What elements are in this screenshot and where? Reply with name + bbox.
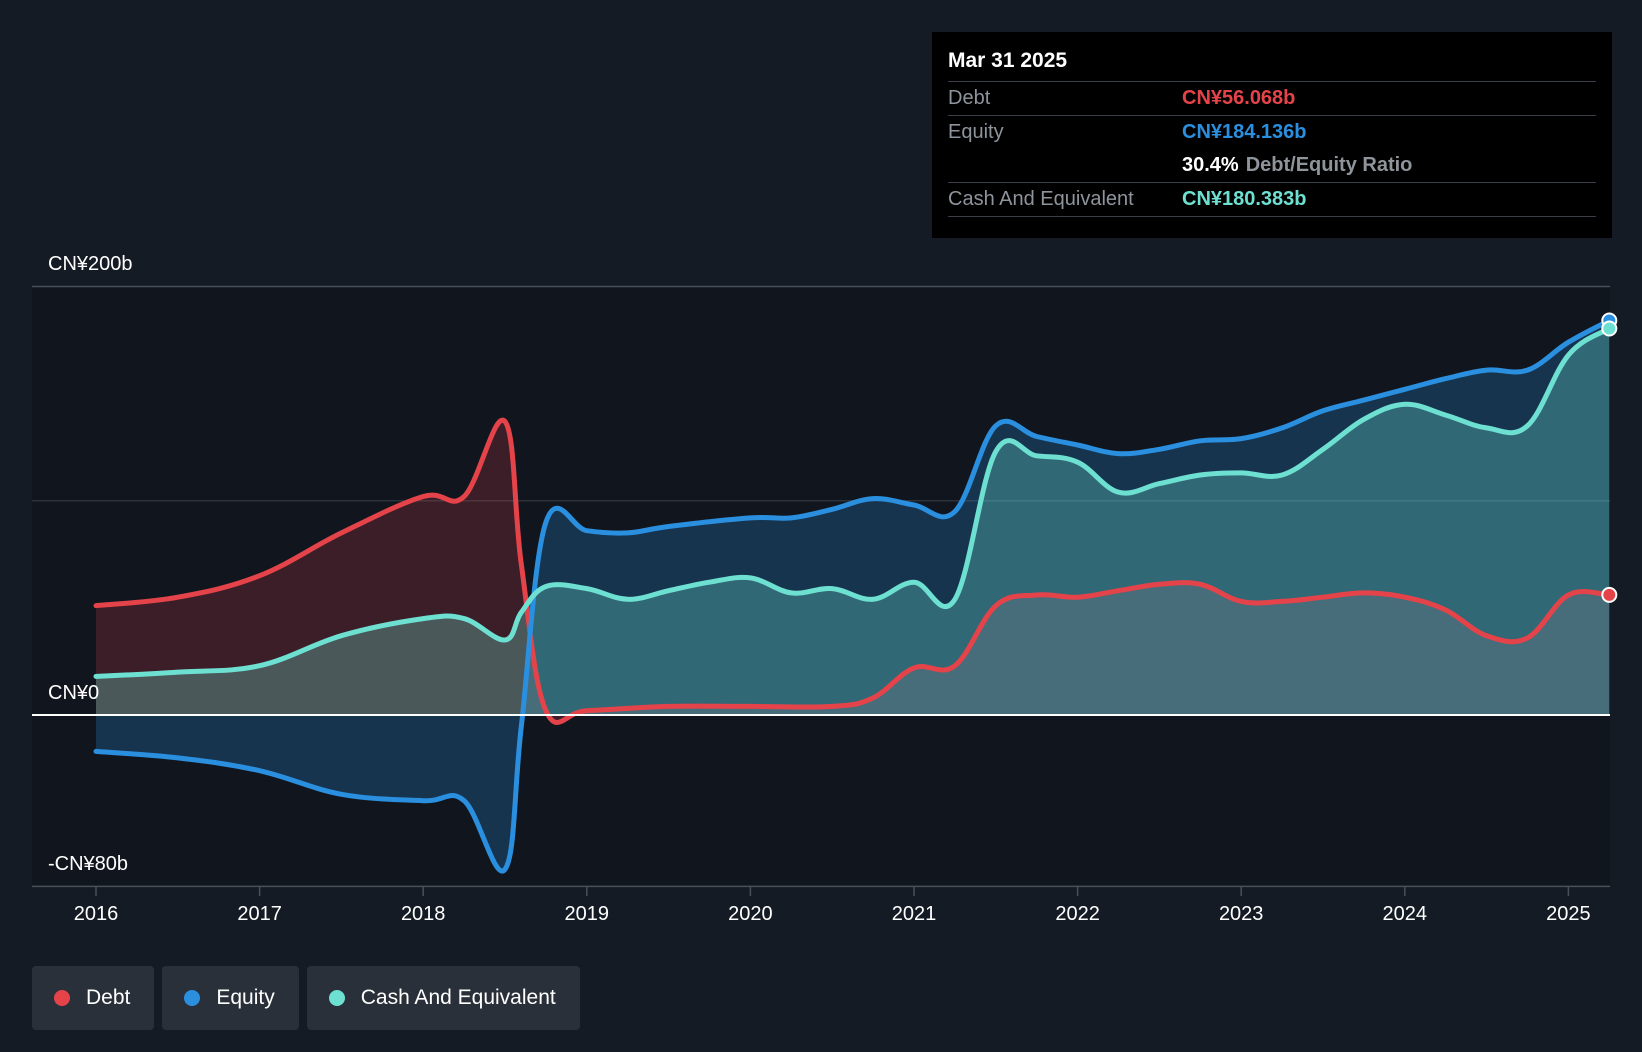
area-cash-and-equivalent	[96, 328, 1610, 715]
y-tick-label-bottom: -CN¥80b	[48, 853, 128, 875]
legend-label-debt: Debt	[86, 986, 131, 1009]
x-tick-label-2023: 2023	[1219, 903, 1264, 925]
y-tick-label-zero: CN¥0	[48, 682, 99, 704]
tooltip-ratio-label: Debt/Equity Ratio	[1245, 154, 1413, 176]
tooltip-key-cash: Cash And Equivalent	[948, 188, 1134, 210]
legend-dot-cash-icon	[328, 990, 345, 1006]
tooltip-key-debt: Debt	[948, 87, 991, 109]
end-point-debt	[1601, 586, 1618, 603]
tooltip-ratio-value: 30.4%	[1182, 154, 1239, 176]
legend-dot-equity-icon	[184, 990, 201, 1006]
y-tick-label-top: CN¥200b	[48, 253, 133, 275]
series-lines	[93, 318, 1612, 874]
legend-label-equity: Equity	[216, 986, 275, 1009]
x-tick-label-2016: 2016	[74, 903, 119, 925]
tooltip-value-debt: CN¥56.068b	[1182, 87, 1296, 109]
x-tick-label-2025: 2025	[1546, 903, 1591, 925]
legend-item-equity[interactable]: Equity	[162, 966, 299, 1030]
tooltip-row-cash: Cash And Equivalent CN¥180.383b	[948, 182, 1596, 217]
x-tick-label-2024: 2024	[1383, 903, 1428, 925]
legend-item-cash[interactable]: Cash And Equivalent	[306, 966, 580, 1030]
tooltip-value-equity: CN¥184.136b	[1182, 121, 1307, 143]
tooltip-key-equity: Equity	[948, 121, 1004, 143]
end-markers	[1601, 312, 1618, 603]
legend-item-debt[interactable]: Debt	[32, 966, 155, 1030]
tooltip-row-equity: Equity CN¥184.136b	[948, 115, 1596, 149]
past-shade	[32, 286, 1610, 887]
legend-dot-debt-icon	[54, 990, 70, 1006]
gridlines	[32, 285, 1610, 888]
line-cash-and-equivalent	[93, 326, 1612, 679]
legend-label-cash: Cash And Equivalent	[360, 986, 556, 1009]
end-point-cash-and-equivalent	[1601, 320, 1618, 337]
line-debt	[93, 417, 1612, 725]
tooltip-date: Mar 31 2025	[948, 49, 1068, 72]
line-equity	[93, 318, 1612, 874]
x-tick-label-2019: 2019	[565, 903, 610, 925]
x-tick-label-2021: 2021	[892, 903, 937, 925]
x-tick-label-2018: 2018	[401, 903, 446, 925]
tooltip-panel: Mar 31 2025 Debt CN¥56.068b Equity CN¥18…	[932, 32, 1612, 238]
tooltip-row-debt: Debt CN¥56.068b	[948, 81, 1596, 115]
area-debt	[96, 420, 1610, 723]
x-tick-label-2022: 2022	[1055, 903, 1100, 925]
tooltip-value-cash: CN¥180.383b	[1182, 188, 1307, 210]
legend: Debt Equity Cash And Equivalent	[32, 966, 580, 1030]
x-tick-label-2020: 2020	[728, 903, 773, 925]
tooltip-row-ratio: 30.4% Debt/Equity Ratio	[948, 149, 1596, 182]
x-tick-label-2017: 2017	[237, 903, 282, 925]
x-axis-ticks: 2016 2017 2018 2019 2020 2021 2022 2023 2024 2025	[74, 887, 1591, 925]
